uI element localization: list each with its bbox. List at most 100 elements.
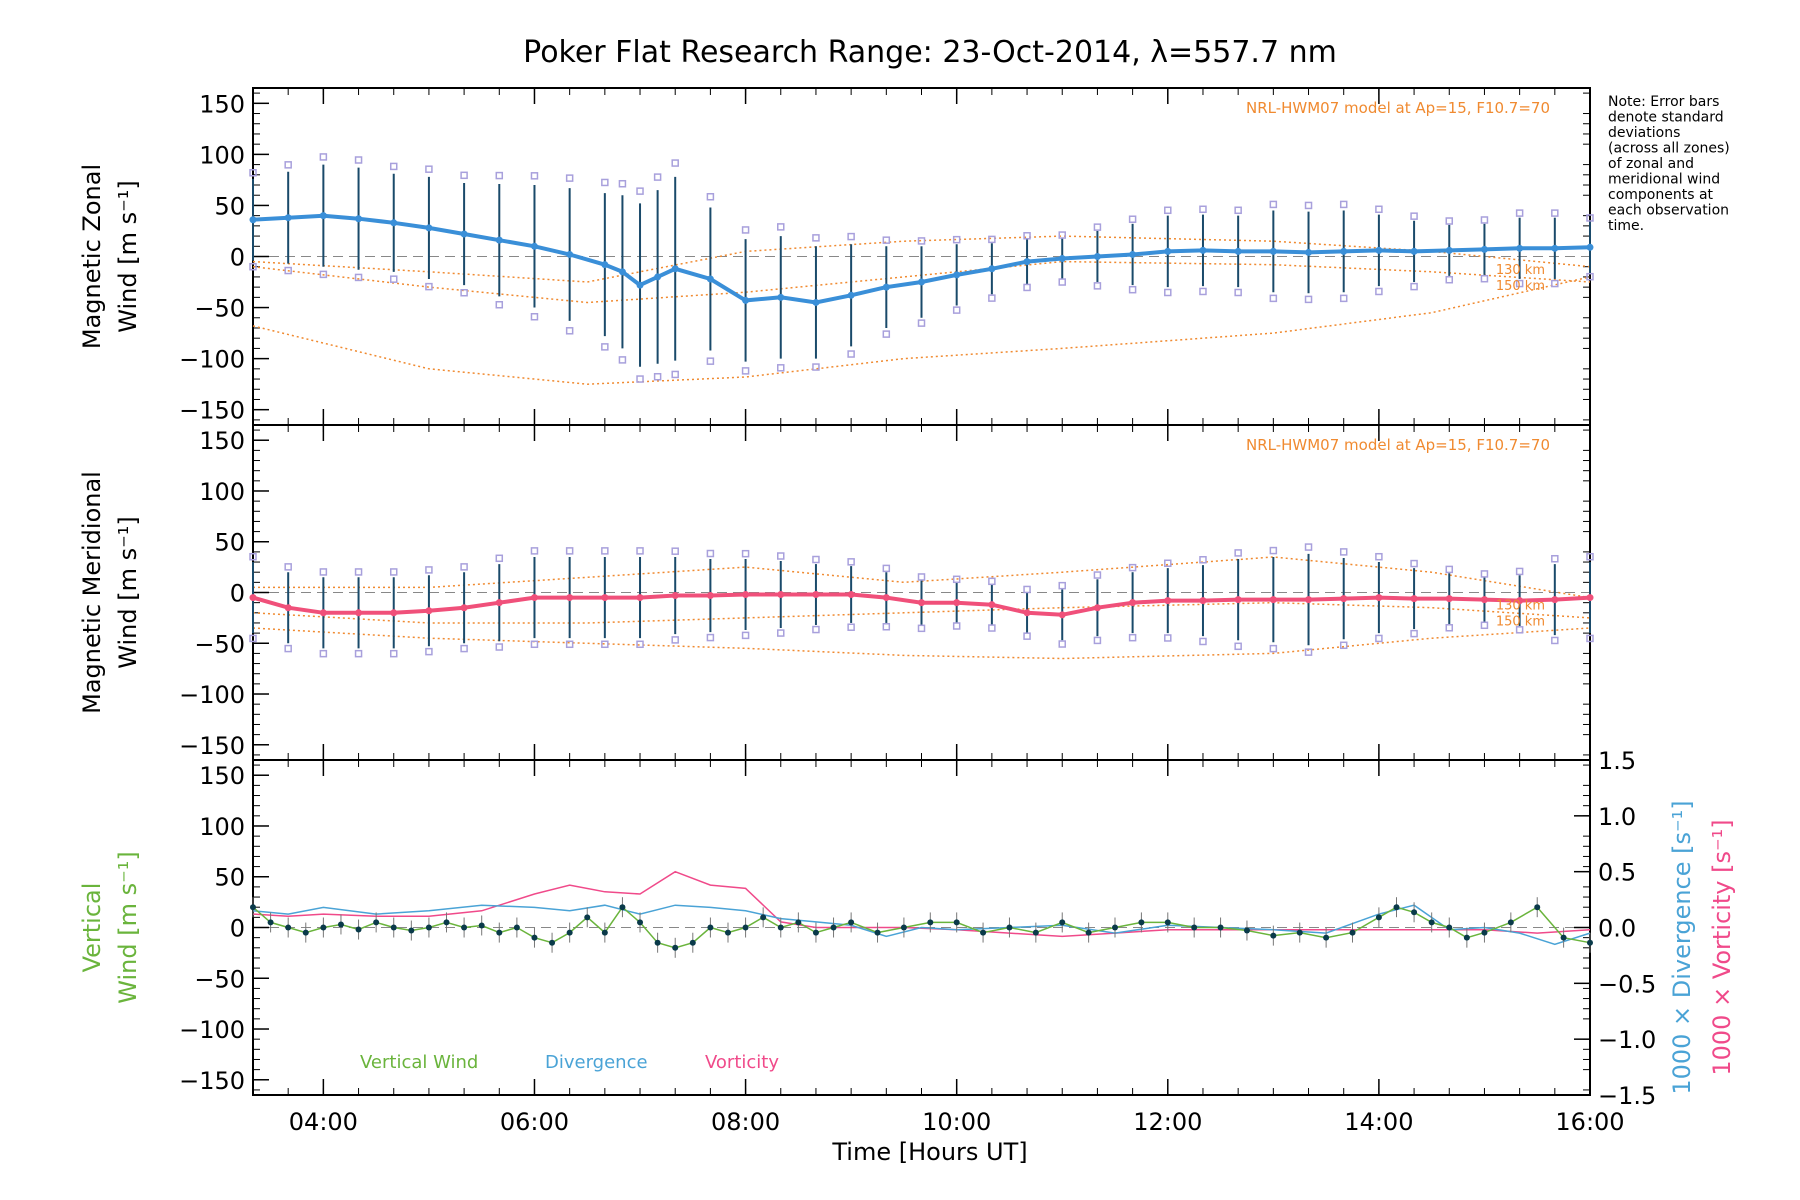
y-tick-label: −150 bbox=[179, 397, 245, 425]
y-tick-label: 100 bbox=[199, 813, 245, 841]
mean-wind-point bbox=[1058, 255, 1066, 263]
scatter-point bbox=[1410, 212, 1418, 220]
scatter-point bbox=[1199, 205, 1207, 214]
scatter-point bbox=[1093, 223, 1102, 231]
x-tick-label: 12:00 bbox=[1133, 1108, 1202, 1136]
mean-wind-point bbox=[777, 293, 785, 301]
scatter-point bbox=[249, 262, 257, 271]
scatter-point bbox=[671, 547, 679, 555]
scatter-point bbox=[1586, 272, 1594, 281]
scatter-point bbox=[952, 235, 961, 244]
scatter-point bbox=[882, 564, 891, 573]
mean-wind-point bbox=[249, 216, 257, 224]
mean-wind-point bbox=[847, 291, 855, 299]
scatter-point bbox=[847, 350, 855, 358]
scatter-point bbox=[1269, 546, 1278, 555]
scatter-point bbox=[1410, 629, 1418, 638]
scatter-point bbox=[284, 644, 292, 653]
vertical-wind-panel: −150 −100 −50 0 50 100 150 −1.5 −1.0 −0.5 0.0 0.5 1.… bbox=[78, 747, 1736, 1110]
scatter-point bbox=[1128, 285, 1137, 294]
mean-wind-point bbox=[1375, 246, 1383, 254]
y-right-tick-label: 0.5 bbox=[1598, 859, 1636, 887]
vertical-wind-point bbox=[980, 929, 987, 936]
legend-item: Vorticity bbox=[705, 1052, 779, 1073]
scatter-point bbox=[601, 178, 609, 187]
scatter-point bbox=[1128, 215, 1137, 223]
scatter-point bbox=[1480, 274, 1489, 283]
vertical-wind-point bbox=[390, 924, 397, 931]
y-axis-title: Magnetic Meridional bbox=[78, 471, 106, 714]
scatter-point bbox=[1093, 636, 1102, 645]
mean-wind-point bbox=[601, 594, 609, 602]
scatter-point bbox=[952, 622, 961, 630]
vertical-wind-point bbox=[1560, 934, 1567, 941]
vertical-wind-point bbox=[250, 904, 256, 911]
scatter-point bbox=[1164, 634, 1172, 642]
mean-wind-point bbox=[742, 591, 750, 599]
scatter-point bbox=[636, 640, 644, 649]
scatter-point bbox=[1269, 200, 1278, 209]
scatter-point bbox=[1164, 206, 1172, 215]
scatter-point bbox=[988, 577, 996, 586]
scatter-point bbox=[425, 647, 433, 656]
mean-wind-point bbox=[636, 281, 644, 289]
vertical-wind-point bbox=[1411, 909, 1418, 916]
y-right-tick-label: 1.5 bbox=[1598, 747, 1636, 775]
x-tick-label: 14:00 bbox=[1344, 1108, 1413, 1136]
vertical-wind-point bbox=[812, 929, 819, 936]
scatter-point bbox=[1586, 214, 1594, 222]
scatter-point bbox=[1093, 282, 1102, 290]
zonal-wind-panel: −150 −100 −50 0 50 100 150 NRL-HWM07 model at A… bbox=[78, 87, 1594, 426]
scatter-point bbox=[495, 301, 504, 309]
scatter-point bbox=[1375, 634, 1383, 643]
vertical-wind-point bbox=[1393, 904, 1400, 911]
vertical-wind-point bbox=[795, 919, 802, 926]
scatter-point bbox=[601, 640, 609, 649]
note-line: each observation bbox=[1608, 203, 1729, 219]
model-label: NRL-HWM07 model at Ap=15, F10.7=70 bbox=[1246, 99, 1550, 117]
scatter-point bbox=[777, 629, 785, 637]
note-line: (across all zones) bbox=[1608, 141, 1730, 157]
scatter-point bbox=[1199, 637, 1207, 646]
x-tick-label: 10:00 bbox=[922, 1108, 991, 1136]
scatter-point bbox=[460, 644, 468, 653]
scatter-point bbox=[1199, 556, 1207, 564]
scatter-point bbox=[706, 549, 715, 558]
scatter-point bbox=[917, 319, 926, 327]
y-tick-label: 0 bbox=[230, 915, 245, 943]
scatter-point bbox=[1339, 200, 1348, 209]
mean-wind-point bbox=[566, 250, 574, 258]
scatter-point bbox=[1410, 282, 1418, 291]
mean-wind-point bbox=[1340, 247, 1348, 255]
mean-wind-point bbox=[812, 298, 820, 306]
scatter-point bbox=[777, 364, 785, 372]
y-tick-label: 150 bbox=[199, 90, 245, 118]
scatter-point bbox=[618, 179, 627, 188]
vertical-wind-point bbox=[373, 919, 380, 926]
x-axis-title: Time [Hours UT] bbox=[831, 1138, 1027, 1166]
scatter-point bbox=[1304, 201, 1313, 210]
vertical-wind-point bbox=[1112, 924, 1119, 931]
scatter-point bbox=[777, 552, 785, 560]
mean-wind-point bbox=[1551, 244, 1559, 252]
vertical-wind-point bbox=[337, 921, 344, 928]
y-axis-title-vorticity: 1000 × Vorticity [s⁻¹] bbox=[1708, 819, 1736, 1075]
vertical-wind-point bbox=[777, 924, 784, 931]
scatter-point bbox=[952, 306, 961, 314]
note-line: time. bbox=[1608, 218, 1644, 234]
vertical-wind-point bbox=[1138, 919, 1145, 926]
mean-wind-point bbox=[495, 599, 503, 607]
scatter-point bbox=[671, 636, 679, 644]
scatter-point bbox=[1445, 565, 1454, 574]
scatter-point bbox=[425, 282, 433, 291]
mean-wind-point bbox=[425, 607, 433, 615]
mean-wind-point bbox=[1410, 595, 1418, 603]
scatter-point bbox=[1023, 283, 1031, 292]
mean-wind-point bbox=[1516, 597, 1524, 605]
scatter-point bbox=[1234, 206, 1242, 215]
scatter-point bbox=[319, 270, 328, 279]
scatter-point bbox=[565, 547, 574, 555]
vertical-wind-point bbox=[830, 924, 837, 931]
scatter-point bbox=[618, 356, 627, 364]
scatter-point bbox=[1093, 571, 1102, 579]
